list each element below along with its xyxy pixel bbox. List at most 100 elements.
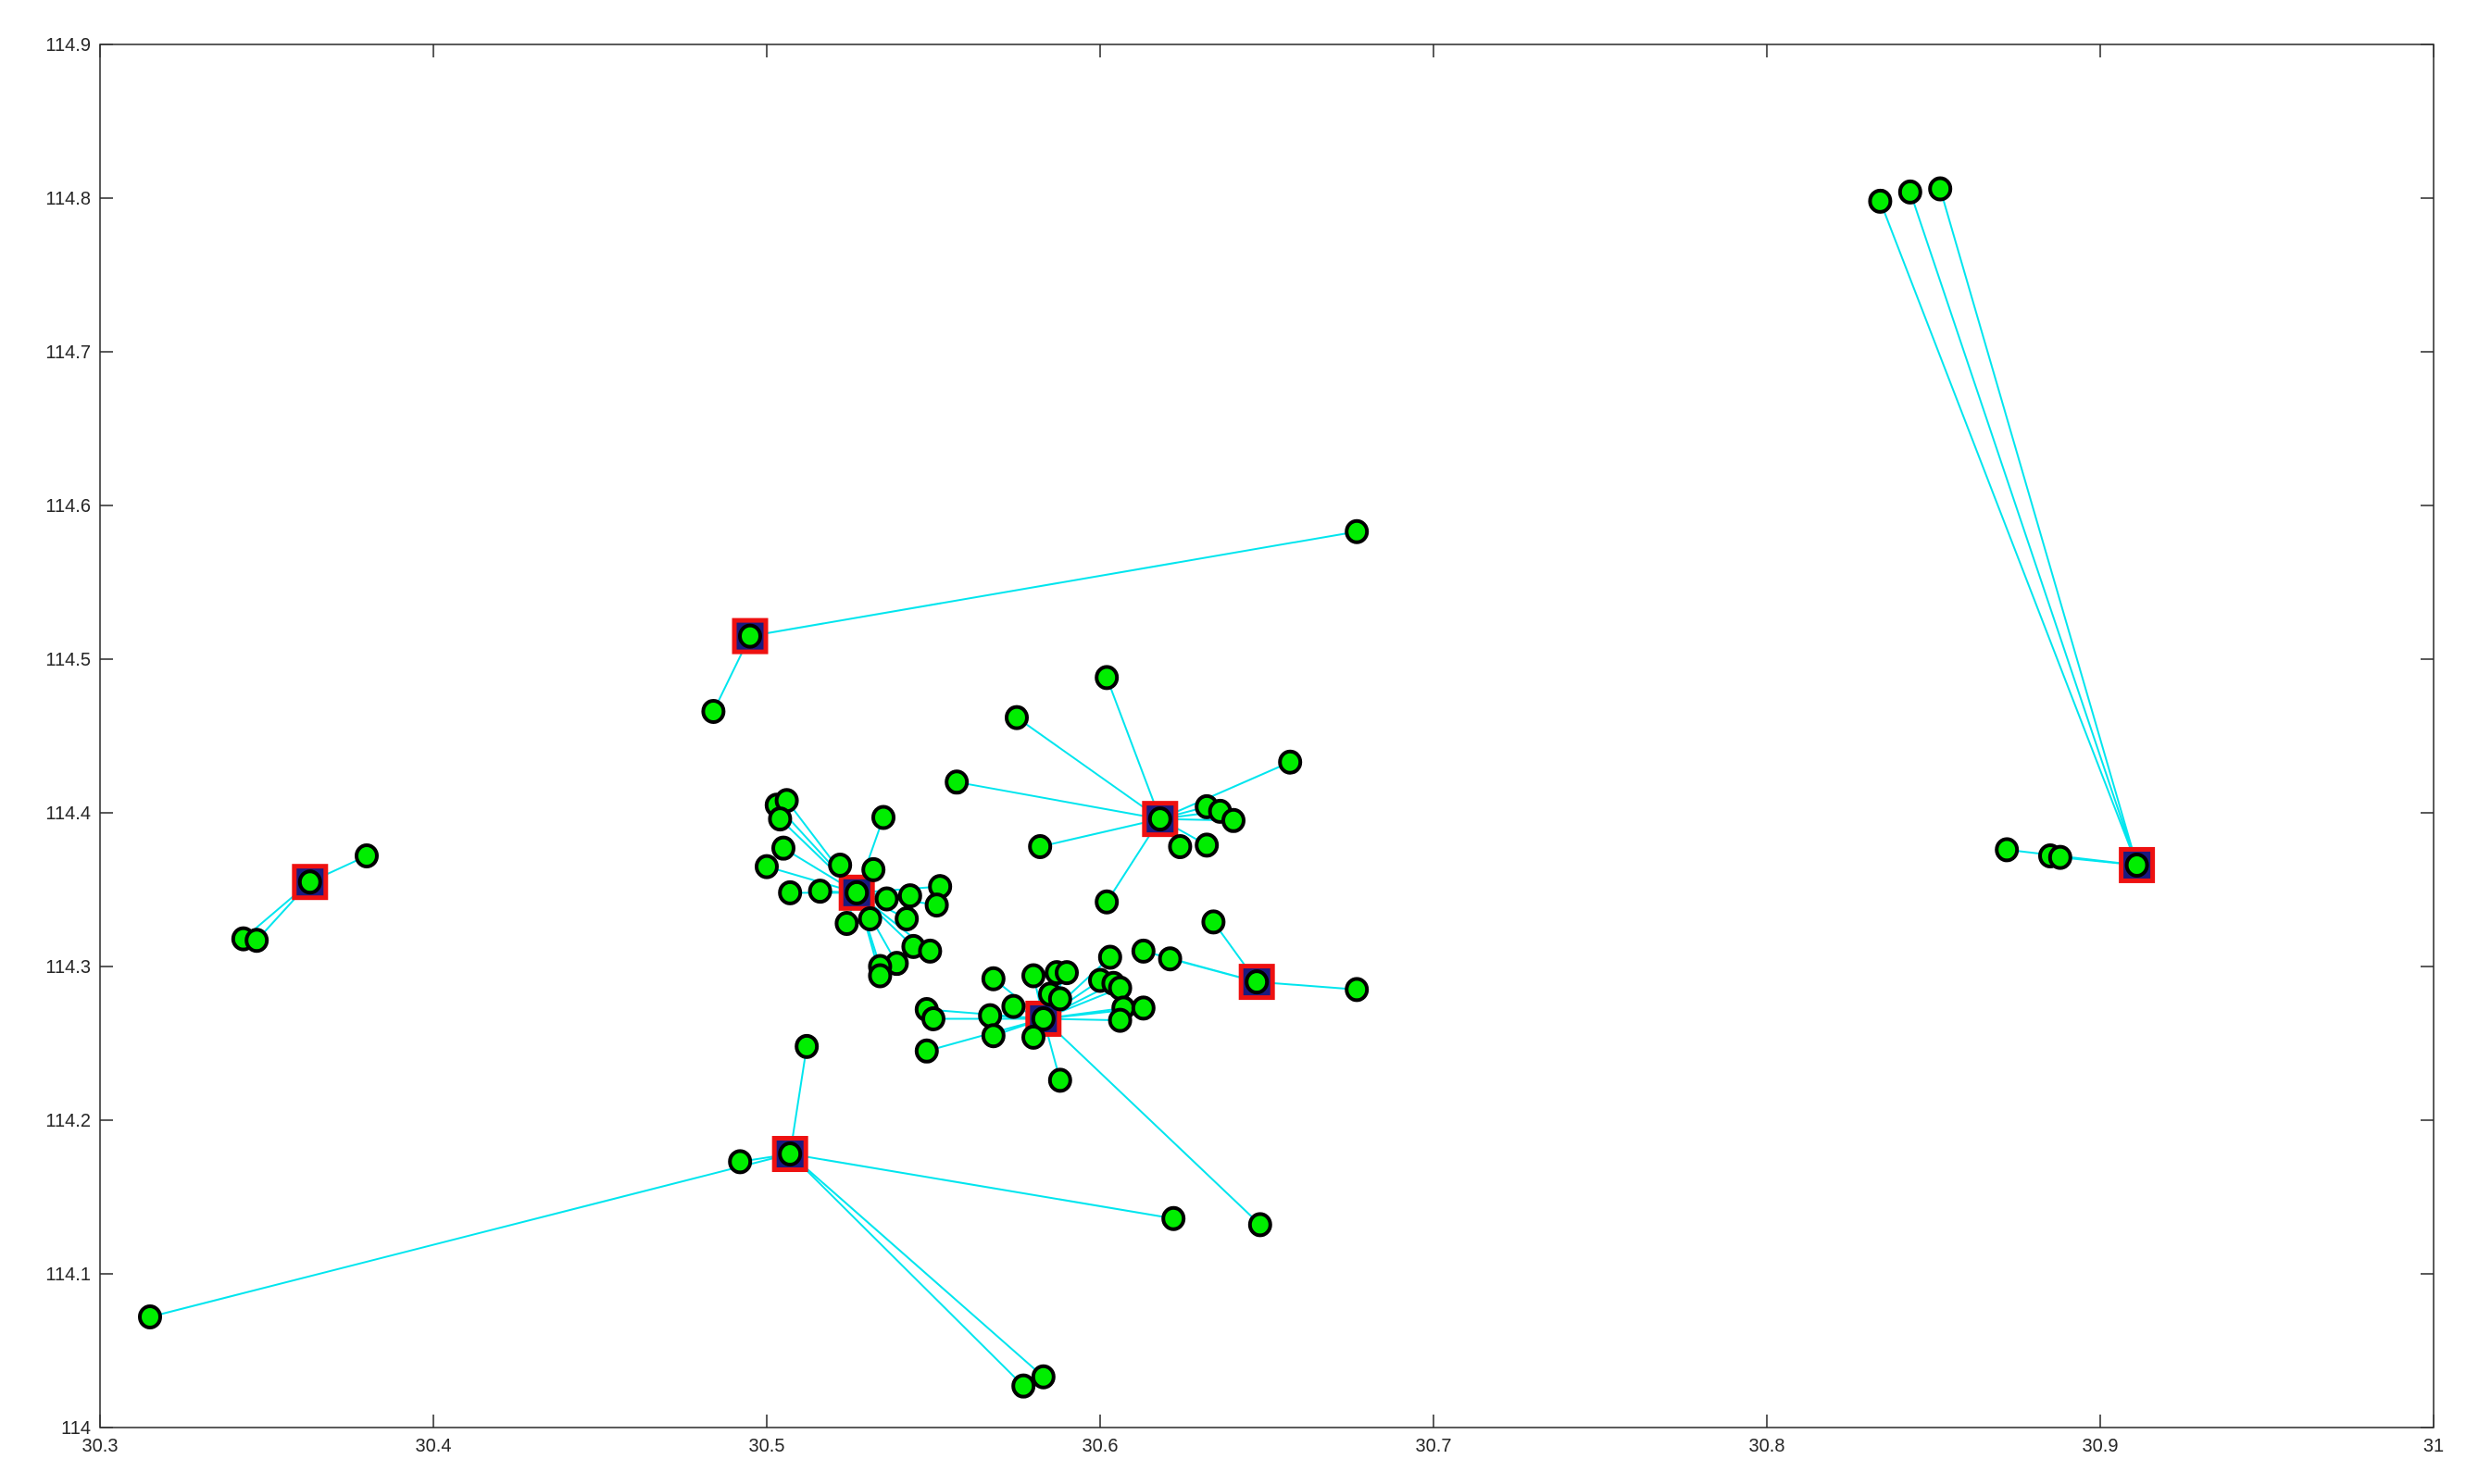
data-point (871, 804, 895, 830)
data-point (1247, 1212, 1272, 1238)
plot-frame (99, 44, 2435, 1428)
data-point (297, 869, 322, 895)
data-point (1021, 963, 1045, 989)
x-tick-label: 30.3 (82, 1436, 119, 1456)
data-point (1108, 1007, 1133, 1033)
link-line (1016, 717, 1161, 820)
y-tick-label: 114.1 (45, 1265, 91, 1285)
data-points (138, 176, 2149, 1399)
data-point (1928, 176, 1953, 202)
x-tick-label: 30.7 (1416, 1436, 1452, 1456)
data-point (895, 906, 920, 932)
data-point (1031, 1005, 1056, 1031)
link-line (1939, 188, 2138, 866)
data-point (2124, 852, 2149, 878)
data-point (1345, 977, 1370, 1003)
x-tick-label: 30.5 (749, 1436, 785, 1456)
data-point (897, 883, 922, 909)
x-tick-label: 30.9 (2083, 1436, 2119, 1456)
data-point (1011, 1373, 1036, 1399)
data-point (1195, 832, 1220, 858)
link-line (957, 780, 1160, 820)
data-point (1005, 705, 1029, 730)
data-point (778, 1141, 803, 1167)
data-point (1031, 1364, 1056, 1390)
link-line (149, 1153, 791, 1318)
data-point (755, 854, 779, 879)
data-point (138, 1303, 162, 1329)
data-point (945, 769, 970, 795)
data-point (778, 879, 803, 905)
data-point (1108, 975, 1133, 1001)
y-tick-label: 114.8 (45, 189, 91, 209)
data-point (728, 1149, 753, 1175)
link-line (1039, 817, 1161, 848)
data-point (771, 835, 795, 861)
data-point (1278, 749, 1303, 775)
y-tick-label: 114.4 (45, 804, 91, 824)
data-point (1161, 1205, 1186, 1231)
y-tick-label: 114.3 (45, 957, 91, 978)
data-point (1168, 834, 1193, 860)
data-point (857, 906, 883, 932)
data-point (1995, 837, 2020, 863)
data-point (1047, 1067, 1072, 1093)
y-tick-label: 114.9 (45, 35, 91, 56)
data-point (921, 1005, 945, 1031)
data-point (845, 879, 870, 905)
data-point (244, 928, 269, 954)
data-point (1897, 179, 1922, 205)
cluster-links (149, 188, 2138, 1387)
y-axis: 114 114.1 114.2 114.3 114.4 114.5 114.6 114.7 11… (45, 35, 2434, 1439)
data-point (1245, 969, 1270, 995)
cluster-centers (292, 617, 2156, 1173)
data-point (701, 698, 726, 724)
data-point (738, 623, 762, 649)
y-tick-label: 114.5 (45, 650, 91, 670)
x-tick-label: 30.6 (1083, 1436, 1119, 1456)
data-point (1047, 986, 1072, 1012)
data-point (1158, 946, 1183, 972)
data-point (1221, 807, 1246, 833)
data-point (828, 852, 853, 878)
data-point (861, 856, 886, 882)
data-point (1147, 806, 1172, 832)
y-tick-label: 114.7 (45, 343, 91, 363)
link-line (1879, 200, 2138, 866)
data-point (981, 1023, 1006, 1049)
data-point (868, 963, 893, 989)
data-point (1095, 889, 1120, 915)
data-point (1345, 518, 1370, 544)
y-tick-label: 114.6 (45, 496, 91, 517)
data-point (1097, 944, 1122, 970)
data-point (834, 911, 859, 937)
data-point (918, 938, 943, 964)
data-point (1201, 909, 1226, 935)
link-line (789, 1153, 1024, 1387)
x-tick-label: 31 (2423, 1436, 2444, 1456)
link-line (790, 1153, 1174, 1220)
data-point (1095, 665, 1120, 691)
y-tick-label: 114 (61, 1418, 91, 1439)
link-line (1909, 192, 2138, 866)
link-line (1043, 1017, 1261, 1226)
x-tick-label: 30.8 (1749, 1436, 1785, 1456)
data-point (1868, 188, 1893, 214)
data-point (1021, 1024, 1045, 1050)
link-line (789, 1153, 1045, 1378)
data-point (355, 842, 379, 868)
data-point (914, 1038, 939, 1064)
data-point (1001, 993, 1026, 1019)
link-line (1159, 761, 1291, 820)
data-point (795, 1033, 820, 1059)
data-point (924, 892, 949, 918)
data-point (1131, 938, 1156, 964)
data-point (874, 886, 899, 912)
data-point (981, 966, 1006, 991)
data-point (1028, 834, 1053, 860)
data-point (807, 879, 832, 904)
y-tick-label: 114.2 (45, 1111, 91, 1131)
data-point (1131, 995, 1156, 1021)
link-line (749, 530, 1358, 638)
